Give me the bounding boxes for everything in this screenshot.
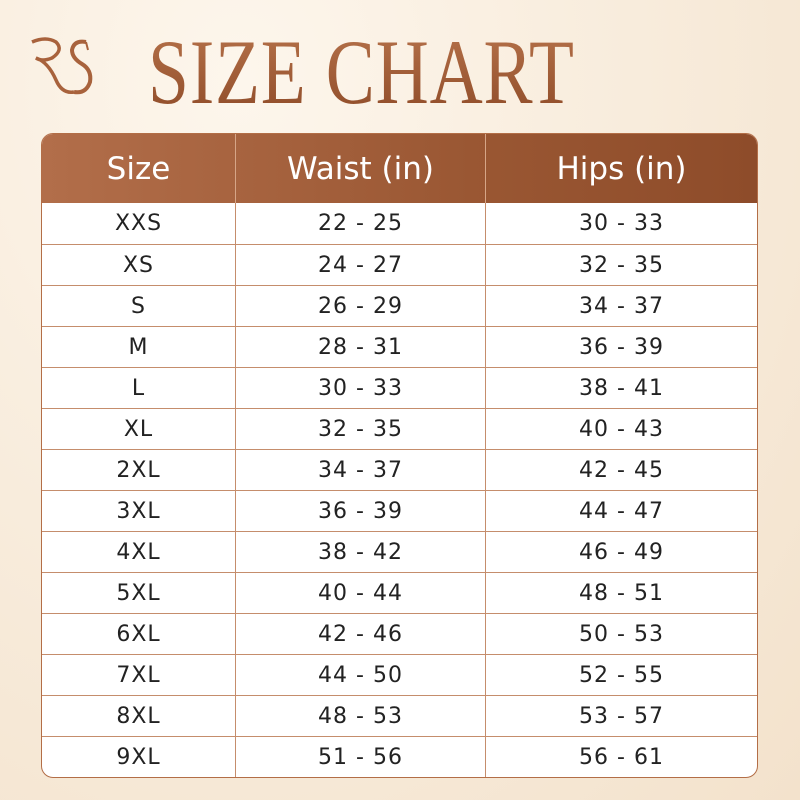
table-row: S 26 - 29 34 - 37 — [42, 285, 757, 326]
brand-logo — [26, 32, 106, 102]
cell-hips: 53 - 57 — [579, 703, 664, 729]
page-title: SIZE CHART — [148, 21, 575, 123]
table-row: L 30 - 33 38 - 41 — [42, 367, 757, 408]
cell-waist: 28 - 31 — [236, 327, 486, 367]
cell-hips: 40 - 43 — [579, 416, 664, 442]
size-table: Size Waist (in) Hips (in) XXS 22 - 25 30 -… — [41, 133, 758, 778]
cell-size: XXS — [42, 203, 236, 244]
cell-hips: 44 - 47 — [579, 498, 664, 524]
cell-size: XL — [42, 409, 236, 449]
cell-waist: 30 - 33 — [236, 368, 486, 408]
cell-hips: 36 - 39 — [579, 334, 664, 360]
cell-waist: 40 - 44 — [236, 573, 486, 613]
table-row: 6XL 42 - 46 50 - 53 — [42, 613, 757, 654]
table-row: 8XL 48 - 53 53 - 57 — [42, 695, 757, 736]
cell-size: 2XL — [42, 450, 236, 490]
table-row: 2XL 34 - 37 42 - 45 — [42, 449, 757, 490]
table-row: 3XL 36 - 39 44 - 47 — [42, 490, 757, 531]
cell-size: 4XL — [42, 532, 236, 572]
cell-hips: 42 - 45 — [579, 457, 664, 483]
table-header: Size Waist (in) Hips (in) — [42, 134, 757, 203]
cell-waist: 32 - 35 — [236, 409, 486, 449]
cell-size: XS — [42, 245, 236, 285]
cell-hips: 48 - 51 — [579, 580, 664, 606]
cell-size: 3XL — [42, 491, 236, 531]
cell-size: S — [42, 286, 236, 326]
table-row: M 28 - 31 36 - 39 — [42, 326, 757, 367]
cell-waist: 48 - 53 — [236, 696, 486, 736]
cell-size: 7XL — [42, 655, 236, 695]
cell-waist: 24 - 27 — [236, 245, 486, 285]
cell-size: M — [42, 327, 236, 367]
cell-hips: 52 - 55 — [579, 662, 664, 688]
cell-size: 9XL — [42, 737, 236, 777]
table-body: XXS 22 - 25 30 - 33 XS 24 - 27 32 - 35 S 26 - 2… — [42, 203, 757, 777]
header-waist: Waist (in) — [236, 134, 486, 203]
cell-size: 5XL — [42, 573, 236, 613]
table-row: 5XL 40 - 44 48 - 51 — [42, 572, 757, 613]
header-hips: Hips (in) — [556, 150, 687, 187]
cell-hips: 30 - 33 — [579, 211, 664, 236]
table-row: 7XL 44 - 50 52 - 55 — [42, 654, 757, 695]
cell-waist: 44 - 50 — [236, 655, 486, 695]
table-row: XL 32 - 35 40 - 43 — [42, 408, 757, 449]
cell-waist: 51 - 56 — [236, 737, 486, 777]
cell-size: 6XL — [42, 614, 236, 654]
cell-hips: 50 - 53 — [579, 621, 664, 647]
cell-hips: 56 - 61 — [579, 744, 664, 770]
cell-waist: 36 - 39 — [236, 491, 486, 531]
cell-hips: 34 - 37 — [579, 293, 664, 319]
table-row: 9XL 51 - 56 56 - 61 — [42, 736, 757, 777]
header-size: Size — [42, 134, 236, 203]
cell-size: L — [42, 368, 236, 408]
cell-waist: 22 - 25 — [236, 203, 486, 244]
table-row: XS 24 - 27 32 - 35 — [42, 244, 757, 285]
cell-hips: 32 - 35 — [579, 252, 664, 278]
cell-hips: 46 - 49 — [579, 539, 664, 565]
cell-waist: 26 - 29 — [236, 286, 486, 326]
cell-hips: 38 - 41 — [579, 375, 664, 401]
cell-waist: 38 - 42 — [236, 532, 486, 572]
table-row: XXS 22 - 25 30 - 33 — [42, 203, 757, 244]
cell-size: 8XL — [42, 696, 236, 736]
cell-waist: 42 - 46 — [236, 614, 486, 654]
cell-waist: 34 - 37 — [236, 450, 486, 490]
table-row: 4XL 38 - 42 46 - 49 — [42, 531, 757, 572]
